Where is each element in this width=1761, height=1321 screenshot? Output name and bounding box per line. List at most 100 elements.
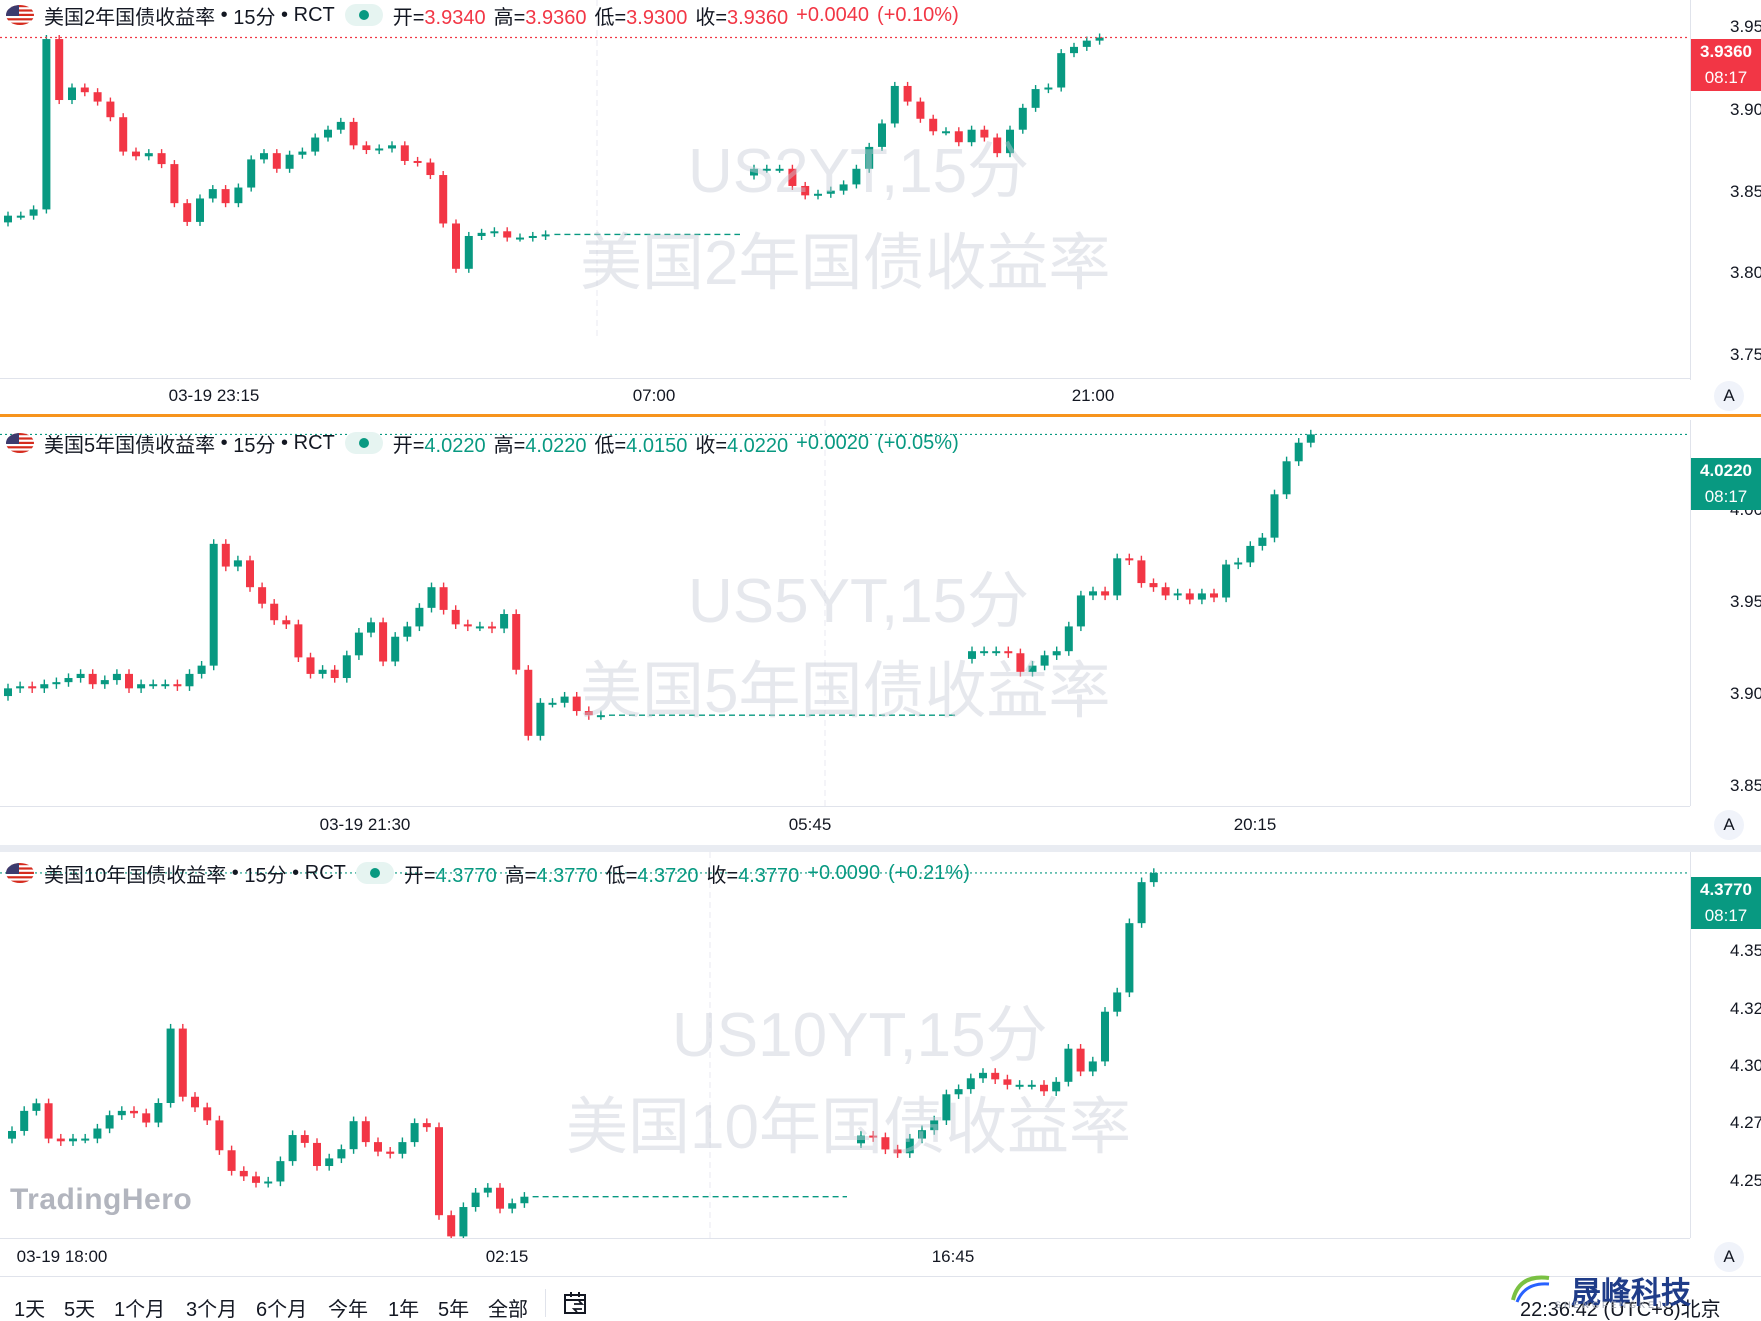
candle-body [52, 682, 61, 685]
symbol-name[interactable]: 美国5年国债收益率 [44, 434, 216, 457]
candle-body [516, 237, 524, 240]
candle-body [294, 624, 303, 658]
time-axis[interactable] [0, 378, 1690, 414]
range-3m-button[interactable]: 3个月 [186, 1299, 238, 1321]
candle-body [233, 560, 242, 567]
candlestick-plot-us2y[interactable] [0, 0, 1690, 376]
candle-body [80, 87, 89, 93]
candle-body [28, 686, 37, 689]
candle-body [178, 1028, 187, 1097]
time-axis[interactable] [0, 1238, 1690, 1274]
date-range-icon[interactable] [562, 1289, 590, 1317]
candle-body [246, 560, 254, 588]
time-axis[interactable] [0, 806, 1690, 842]
candle-body [528, 235, 537, 238]
chart-pane-us2y[interactable]: US2YT,15分 美国2年国债收益率 美国2年国债收益率 • 15分 • RC… [0, 0, 1761, 411]
range-1d-button[interactable]: 1天 [14, 1299, 46, 1321]
candle-body [548, 702, 557, 705]
price-axis[interactable] [1690, 420, 1761, 806]
candle-body [132, 151, 140, 157]
candle-body [508, 1203, 517, 1209]
candle-body [1113, 558, 1122, 596]
open-value: 4.0220 [424, 434, 486, 457]
watermark-symbol: US2YT,15分 [688, 137, 1030, 206]
candle-body [801, 185, 810, 196]
range-1y-button[interactable]: 1年 [388, 1299, 420, 1321]
low-value: 4.0150 [626, 434, 688, 457]
symbol-interval[interactable]: 15分 [233, 6, 276, 29]
price-tick: 3.9000 [1730, 684, 1761, 703]
candle-body [154, 1102, 163, 1123]
candlestick-plot-us10y[interactable] [0, 852, 1690, 1238]
chart-pane-us10y[interactable]: US10YT,15分 美国10年国债收益率 美国10年国债收益率 • 15分 •… [0, 852, 1761, 1272]
candlestick-plot-us5y[interactable] [0, 420, 1690, 806]
candle-body [992, 651, 1001, 654]
auto-scale-button[interactable]: A [1714, 1242, 1744, 1272]
candle-body [512, 614, 521, 670]
candle-body [410, 1123, 419, 1143]
price-axis[interactable] [1690, 0, 1761, 380]
candle-body [125, 673, 133, 689]
pane-separator[interactable] [0, 414, 1761, 417]
market-status-pill[interactable] [344, 4, 383, 26]
candle-body [775, 168, 784, 171]
auto-scale-button[interactable]: A [1714, 810, 1744, 840]
auto-scale-button[interactable]: A [1714, 381, 1744, 411]
candle-body [968, 651, 976, 659]
pane-separator[interactable] [0, 845, 1761, 852]
time-tick: 16:45 [931, 1247, 975, 1266]
range-6m-button[interactable]: 6个月 [256, 1299, 308, 1321]
watermark-symbol: US10YT,15分 [672, 1001, 1048, 1070]
last-price-badge: 4.3770 [1691, 877, 1761, 903]
candle-body [1222, 564, 1231, 598]
candle-body [1149, 583, 1158, 588]
candle-body [130, 1110, 138, 1114]
time-tick: 21:00 [1071, 386, 1115, 405]
price-axis[interactable] [1690, 852, 1761, 1238]
candle-body [4, 215, 12, 223]
open-value: 4.3770 [435, 864, 497, 887]
candle-body [1044, 87, 1053, 90]
candle-body [264, 1181, 273, 1184]
candle-body [1101, 591, 1110, 596]
candle-body [8, 1130, 16, 1139]
change-percent: (+0.21%) [888, 861, 970, 884]
timezone-clock[interactable]: 22:36:42 (UTC+8)北京 [1520, 1299, 1721, 1321]
candle-body [1018, 107, 1027, 130]
symbol-separator: • [215, 431, 234, 454]
candle-body [1258, 537, 1267, 546]
candle-body [388, 145, 396, 149]
price-tick: 4.2750 [1730, 1113, 1761, 1132]
candle-body [488, 626, 496, 629]
symbol-name[interactable]: 美国10年国债收益率 [44, 864, 227, 887]
market-status-pill[interactable] [355, 862, 394, 884]
candle-body [336, 121, 345, 130]
symbol-name[interactable]: 美国2年国债收益率 [44, 6, 216, 29]
candle-body [374, 1142, 382, 1152]
symbol-interval[interactable]: 15分 [233, 434, 276, 457]
price-tick: 3.9000 [1730, 100, 1761, 119]
market-status-pill[interactable] [344, 432, 383, 454]
range-ytd-button[interactable]: 今年 [328, 1299, 368, 1321]
symbol-interval[interactable]: 15分 [244, 864, 287, 887]
candle-body [112, 673, 121, 681]
us-flag-icon [6, 433, 34, 453]
high-value: 4.0220 [525, 434, 587, 457]
range-all-button[interactable]: 全部 [488, 1299, 528, 1321]
tradinghero-logo: TradingHero [10, 1183, 193, 1216]
low-value: 4.3720 [637, 864, 699, 887]
candle-body [379, 622, 388, 662]
candle-body [354, 632, 363, 656]
candle-body [918, 1130, 926, 1139]
range-5d-button[interactable]: 5天 [64, 1299, 96, 1321]
chart-pane-us5y[interactable]: US5YT,15分 美国5年国债收益率 美国5年国债收益率 • 15分 • RC… [0, 420, 1761, 840]
candle-body [197, 665, 206, 674]
candle-body [227, 1150, 236, 1171]
close-value: 4.0220 [727, 434, 789, 457]
candle-body [260, 153, 268, 160]
range-1m-button[interactable]: 1个月 [114, 1299, 166, 1321]
candle-body [878, 123, 886, 147]
candle-body [1089, 591, 1097, 596]
range-5y-button[interactable]: 5年 [438, 1299, 470, 1321]
candle-body [1173, 593, 1182, 596]
